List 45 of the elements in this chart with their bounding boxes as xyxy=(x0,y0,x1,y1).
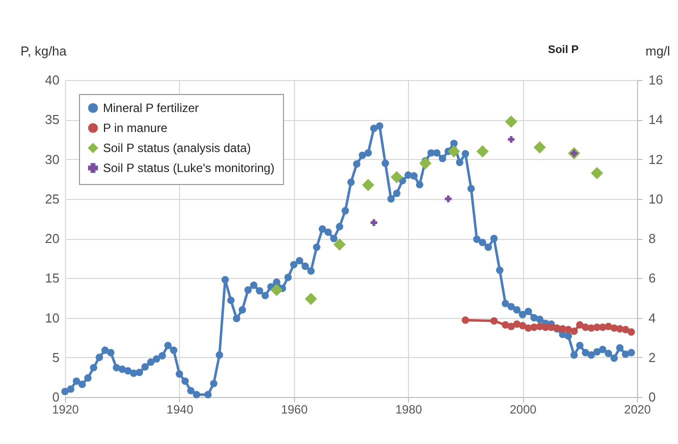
y-tick-label: 5 xyxy=(52,350,60,365)
y2-tick-label: 4 xyxy=(648,310,656,326)
point xyxy=(304,292,318,306)
y2-axis-title: mg/l xyxy=(646,44,670,58)
x-tick-label: 2000 xyxy=(510,402,537,416)
x-tick-label: 1940 xyxy=(166,402,194,416)
y2-tick-label: 14 xyxy=(648,112,663,128)
x-tick-label: 1920 xyxy=(52,402,80,416)
point xyxy=(333,238,346,251)
y2-tick-label: 16 xyxy=(648,72,663,88)
y-tick-label: 30 xyxy=(45,152,60,167)
x-tick-label: 2020 xyxy=(624,402,652,416)
x-tick-label: 1980 xyxy=(395,402,422,416)
y2-tick-label: 6 xyxy=(648,270,656,286)
point xyxy=(476,145,489,158)
point xyxy=(505,115,518,128)
legend-label: Mineral P fertilizer xyxy=(103,101,199,115)
point xyxy=(590,166,604,180)
y-tick-label: 25 xyxy=(45,191,60,206)
y-tick-label: 20 xyxy=(45,231,60,246)
y-tick-label: 40 xyxy=(45,72,60,88)
y-axis-title: P, kg/ha xyxy=(20,44,68,58)
point xyxy=(444,196,452,202)
point xyxy=(270,284,283,296)
point xyxy=(448,145,460,158)
x-tick-label: 1960 xyxy=(280,402,308,416)
y2-tick-label: 12 xyxy=(648,152,663,167)
point xyxy=(370,219,378,226)
y-tick-label: 0 xyxy=(52,390,60,404)
point xyxy=(419,157,432,170)
point xyxy=(390,170,403,184)
point xyxy=(362,178,374,192)
legend-label: Soil P status (Luke's monitoring) xyxy=(103,161,274,175)
y2-tick-label: 8 xyxy=(648,231,656,246)
y2-tick-label: 2 xyxy=(648,350,656,365)
y2-tick-label: 0 xyxy=(648,390,656,404)
point xyxy=(534,141,546,154)
y2-tick-label: 10 xyxy=(648,191,663,206)
y-tick-label: 35 xyxy=(45,112,60,128)
point xyxy=(508,136,515,143)
legend-label: P in manure xyxy=(103,121,168,135)
legend-label: Soil P status (analysis data) xyxy=(103,141,251,155)
text: Soil P xyxy=(548,44,579,56)
y-tick-label: 10 xyxy=(45,310,60,326)
y-tick-label: 15 xyxy=(45,270,60,286)
